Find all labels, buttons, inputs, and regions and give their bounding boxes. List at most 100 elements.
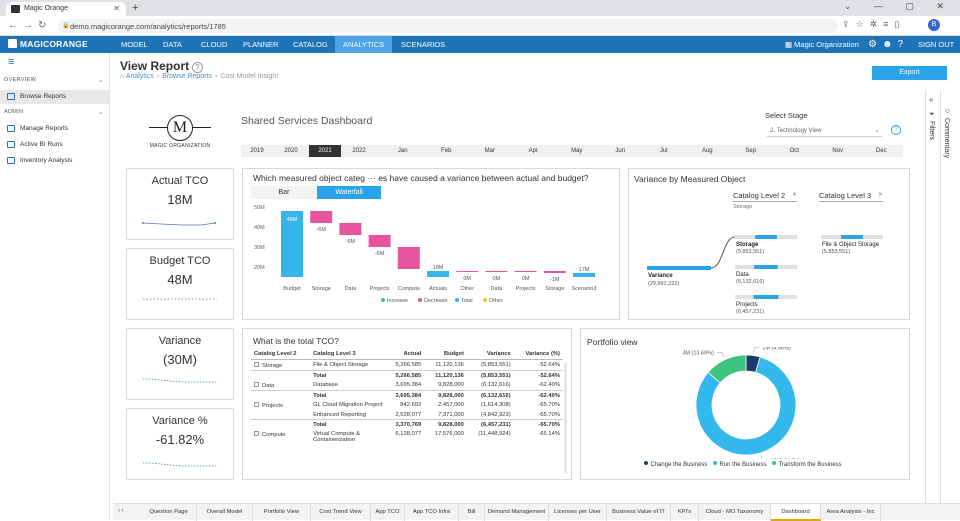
waterfall-bar[interactable]: [398, 247, 420, 269]
expand-icon[interactable]: [254, 382, 259, 387]
breadcrumb-analytics[interactable]: Analytics: [126, 73, 154, 80]
page-tab-cloud-mo-taxonomy[interactable]: Cloud - MO Taxonomy: [699, 504, 771, 521]
collapse-icon[interactable]: «: [929, 95, 933, 104]
help-icon[interactable]: ?: [192, 62, 202, 73]
tree-node-bar[interactable]: [841, 235, 863, 239]
month-may[interactable]: May: [555, 145, 599, 157]
waterfall-bar[interactable]: [544, 271, 566, 273]
user-icon[interactable]: ☻: [882, 39, 898, 50]
org-selector[interactable]: ▦ Magic Organization: [785, 36, 859, 53]
month-nov[interactable]: Nov: [816, 145, 860, 157]
hamburger-menu-icon[interactable]: ≡: [8, 56, 14, 68]
url-field[interactable]: 🔒 demo.magicorange.com/analytics/reports…: [58, 19, 838, 33]
export-button[interactable]: Export: [872, 66, 947, 80]
month-apr[interactable]: Apr: [512, 145, 556, 157]
waterfall-bar[interactable]: [369, 235, 391, 247]
month-mar[interactable]: Mar: [468, 145, 512, 157]
waterfall-bar[interactable]: [456, 271, 478, 272]
waterfall-bar[interactable]: [573, 273, 595, 277]
page-tab-question-page[interactable]: Question Page: [141, 504, 197, 521]
year-2019[interactable]: 2019: [241, 145, 273, 157]
tree-root-bar[interactable]: [647, 266, 711, 270]
page-tab-licenses-per-user[interactable]: Licenses per User: [549, 504, 607, 521]
close-icon[interactable]: ✕: [878, 191, 883, 198]
profile-avatar[interactable]: B: [928, 19, 940, 31]
menu-model[interactable]: MODEL: [113, 36, 156, 53]
sidebar-item-browse-reports[interactable]: Browse Reports: [0, 90, 109, 104]
page-tab-app-tco[interactable]: App TCO: [371, 504, 405, 521]
page-tab-demand-management[interactable]: Demand Management: [485, 504, 549, 521]
menu-scenarios[interactable]: SCENARIOS: [393, 36, 453, 53]
waterfall-bar[interactable]: [427, 271, 449, 277]
help-icon[interactable]: ?: [898, 39, 909, 50]
page-tab-business-value-of-it[interactable]: Business Value of IT: [607, 504, 671, 521]
legend-item[interactable]: Transform the Business: [772, 462, 841, 468]
year-2022[interactable]: 2022: [343, 145, 375, 157]
column-header[interactable]: Actual: [386, 349, 425, 360]
year-2020[interactable]: 2020: [275, 145, 307, 157]
page-tab-portfolio-view[interactable]: Portfolio View: [253, 504, 311, 521]
month-oct[interactable]: Oct: [773, 145, 817, 157]
tree-node-bar[interactable]: [754, 265, 778, 269]
toggle-bar-button[interactable]: Bar: [251, 186, 317, 199]
sidebar-section-admin[interactable]: ADMIN⌄: [4, 109, 108, 115]
legend-item[interactable]: Run the Business: [713, 462, 766, 468]
month-jul[interactable]: Jul: [642, 145, 686, 157]
expand-icon[interactable]: [254, 402, 259, 407]
new-tab-icon[interactable]: +: [132, 2, 138, 14]
commentary-label[interactable]: Commentary: [943, 118, 950, 158]
month-aug[interactable]: Aug: [686, 145, 730, 157]
month-jan[interactable]: Jan: [381, 145, 425, 157]
menu-planner[interactable]: PLANNER: [235, 36, 286, 53]
gear-icon[interactable]: ⚙: [868, 39, 882, 50]
page-tab-overall-model[interactable]: Overall Model: [197, 504, 253, 521]
sidebar-item-inventory-analysis[interactable]: Inventory Analysis: [0, 154, 109, 168]
close-tab-icon[interactable]: ✕: [113, 4, 120, 13]
month-jun[interactable]: Jun: [599, 145, 643, 157]
page-tab-area-analysis-inc[interactable]: Area Analysis - Inc: [821, 504, 881, 521]
level2-header[interactable]: Catalog Level 2✕: [733, 191, 797, 202]
tree-node-bar[interactable]: [754, 295, 779, 299]
page-tab-cost-trend-view[interactable]: Cost Trend View: [311, 504, 371, 521]
expand-icon[interactable]: [254, 362, 259, 367]
menu-data[interactable]: DATA: [155, 36, 190, 53]
filters-pane[interactable]: « ⏷ Filters: [925, 91, 941, 503]
window-controls[interactable]: ⌄ — ▢ ✕: [844, 1, 954, 12]
brand-logo[interactable]: MAGICORANGE: [8, 39, 88, 49]
waterfall-bar[interactable]: [339, 223, 361, 235]
column-header[interactable]: Variance: [467, 349, 514, 360]
waterfall-bar[interactable]: [310, 211, 332, 223]
menu-analytics[interactable]: ANALYTICS: [335, 36, 392, 53]
tree-node-bar[interactable]: [755, 235, 777, 239]
year-2021[interactable]: 2021: [309, 145, 341, 157]
close-icon[interactable]: ✕: [792, 191, 797, 198]
sidebar-item-manage-reports[interactable]: Manage Reports: [0, 122, 109, 136]
legend-item[interactable]: Change the Business: [644, 462, 707, 468]
reload-icon[interactable]: ↻: [38, 20, 46, 31]
menu-catalog[interactable]: CATALOG: [285, 36, 336, 53]
column-header[interactable]: Catalog Level 3: [310, 349, 385, 360]
menu-cloud[interactable]: CLOUD: [193, 36, 235, 53]
page-tab-bill[interactable]: Bill: [459, 504, 485, 521]
expand-icon[interactable]: [254, 431, 259, 436]
month-sep[interactable]: Sep: [729, 145, 773, 157]
column-header[interactable]: Catalog Level 2: [251, 349, 310, 360]
browser-tab[interactable]: Magic Orange ✕: [6, 2, 126, 16]
waterfall-bar[interactable]: [485, 271, 507, 272]
back-icon[interactable]: ←: [8, 20, 18, 31]
header-icons[interactable]: ⚙☻?: [868, 36, 908, 53]
breadcrumb-browse-reports[interactable]: Browse Reports: [162, 73, 212, 80]
table-scrollbar[interactable]: [564, 363, 567, 473]
toggle-waterfall-button[interactable]: Waterfall: [317, 186, 381, 199]
page-tab-dashboard[interactable]: Dashboard: [771, 504, 821, 521]
level3-header[interactable]: Catalog Level 3✕: [819, 191, 883, 202]
month-feb[interactable]: Feb: [425, 145, 469, 157]
page-tab-kpi-s[interactable]: KPI's: [671, 504, 699, 521]
